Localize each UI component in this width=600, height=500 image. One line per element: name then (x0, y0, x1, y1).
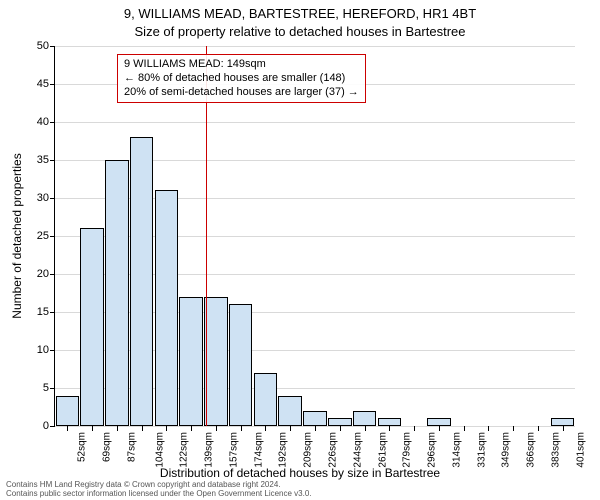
histogram-bar (80, 228, 104, 426)
xtick-mark (265, 426, 266, 431)
histogram-bar (254, 373, 278, 426)
xtick-mark (166, 426, 167, 431)
ytick-label: 45 (37, 78, 49, 90)
annotation-box: 9 WILLIAMS MEAD: 149sqm← 80% of detached… (117, 54, 366, 103)
histogram-bar (551, 418, 575, 426)
histogram-bar (56, 396, 80, 426)
xtick-mark (513, 426, 514, 431)
xtick-label: 314sqm (451, 432, 462, 468)
xtick-mark (439, 426, 440, 431)
ytick-mark (50, 274, 55, 275)
xtick-mark (365, 426, 366, 431)
xtick-label: 52sqm (77, 432, 88, 462)
annotation-line: 20% of semi-detached houses are larger (… (124, 86, 359, 100)
xtick-mark (117, 426, 118, 431)
ytick-mark (50, 198, 55, 199)
histogram-bar (179, 297, 203, 426)
xtick-mark (191, 426, 192, 431)
xtick-label: 139sqm (203, 432, 214, 468)
xtick-label: 244sqm (352, 432, 363, 468)
xtick-label: 349sqm (501, 432, 512, 468)
histogram-bar (353, 411, 377, 426)
histogram-bar (204, 297, 228, 426)
ytick-mark (50, 160, 55, 161)
plot-area: 0510152025303540455052sqm69sqm87sqm104sq… (54, 46, 575, 427)
xtick-label: 104sqm (154, 432, 165, 468)
ytick-mark (50, 84, 55, 85)
xtick-label: 192sqm (278, 432, 289, 468)
histogram-bar (328, 418, 352, 426)
ytick-mark (50, 426, 55, 427)
ytick-label: 0 (43, 420, 49, 432)
ytick-mark (50, 312, 55, 313)
xtick-label: 157sqm (228, 432, 239, 468)
xtick-label: 209sqm (303, 432, 314, 468)
xtick-mark (488, 426, 489, 431)
y-axis-label: Number of detached properties (10, 71, 24, 236)
histogram-bar (155, 190, 179, 426)
annotation-line: ← 80% of detached houses are smaller (14… (124, 72, 359, 86)
xtick-label: 331sqm (476, 432, 487, 468)
annotation-line: 9 WILLIAMS MEAD: 149sqm (124, 58, 359, 72)
histogram-bar (378, 418, 402, 426)
xtick-mark (67, 426, 68, 431)
xtick-mark (414, 426, 415, 431)
xtick-label: 226sqm (327, 432, 338, 468)
xtick-mark (340, 426, 341, 431)
xtick-mark (290, 426, 291, 431)
chart-title: 9, WILLIAMS MEAD, BARTESTREE, HEREFORD, … (0, 6, 600, 21)
xtick-label: 296sqm (426, 432, 437, 468)
ytick-mark (50, 350, 55, 351)
ytick-mark (50, 46, 55, 47)
ytick-label: 5 (43, 382, 49, 394)
xtick-label: 69sqm (102, 432, 113, 462)
footer-attribution: Contains HM Land Registry data © Crown c… (6, 480, 312, 498)
xtick-mark (563, 426, 564, 431)
histogram-bar (278, 396, 302, 426)
histogram-bar (427, 418, 451, 426)
histogram-bar (105, 160, 129, 426)
x-axis-label: Distribution of detached houses by size … (0, 466, 600, 480)
histogram-bar (130, 137, 154, 426)
xtick-mark (315, 426, 316, 431)
xtick-label: 401sqm (575, 432, 586, 468)
xtick-label: 383sqm (550, 432, 561, 468)
histogram-chart: 9, WILLIAMS MEAD, BARTESTREE, HEREFORD, … (0, 0, 600, 500)
xtick-mark (389, 426, 390, 431)
ytick-mark (50, 122, 55, 123)
xtick-mark (142, 426, 143, 431)
chart-subtitle: Size of property relative to detached ho… (0, 24, 600, 39)
ytick-label: 10 (37, 344, 49, 356)
gridline (55, 122, 575, 123)
ytick-label: 35 (37, 154, 49, 166)
xtick-label: 261sqm (377, 432, 388, 468)
histogram-bar (303, 411, 327, 426)
ytick-label: 15 (37, 306, 49, 318)
ytick-label: 30 (37, 192, 49, 204)
xtick-label: 122sqm (179, 432, 190, 468)
xtick-mark (538, 426, 539, 431)
xtick-label: 279sqm (402, 432, 413, 468)
gridline (55, 46, 575, 47)
xtick-label: 87sqm (126, 432, 137, 462)
ytick-label: 20 (37, 268, 49, 280)
ytick-mark (50, 388, 55, 389)
xtick-mark (216, 426, 217, 431)
histogram-bar (229, 304, 253, 426)
ytick-label: 40 (37, 116, 49, 128)
xtick-label: 174sqm (253, 432, 264, 468)
xtick-mark (464, 426, 465, 431)
ytick-label: 25 (37, 230, 49, 242)
ytick-label: 50 (37, 40, 49, 52)
xtick-label: 366sqm (525, 432, 536, 468)
xtick-mark (92, 426, 93, 431)
ytick-mark (50, 236, 55, 237)
xtick-mark (241, 426, 242, 431)
